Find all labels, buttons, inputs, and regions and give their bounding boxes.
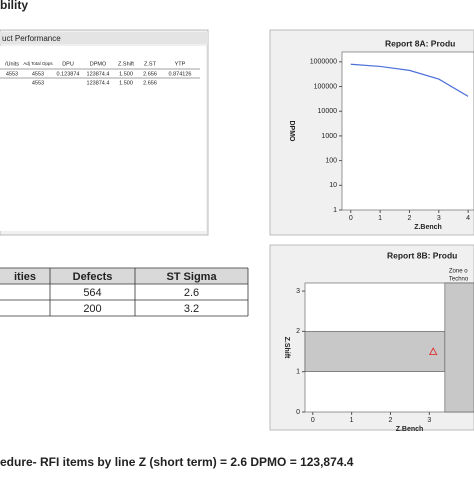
x-tick-label: 1 bbox=[350, 417, 354, 424]
y-tick-label: 2 bbox=[296, 328, 300, 335]
y-axis-label: Z.Shift bbox=[283, 337, 290, 359]
y-tick-label: 1 bbox=[296, 369, 300, 376]
band bbox=[304, 331, 446, 372]
column-header: Defects bbox=[73, 271, 113, 283]
y-tick-label: 1000000 bbox=[310, 59, 337, 66]
chart-title: Report 8A: Produ bbox=[385, 38, 455, 48]
x-tick-label: 1 bbox=[378, 215, 382, 222]
cell: 4553 bbox=[32, 80, 44, 86]
y-tick-label: 100000 bbox=[314, 83, 337, 90]
column-header: DPU bbox=[62, 61, 74, 67]
cell: 564 bbox=[83, 287, 101, 299]
y-tick-label: 1 bbox=[333, 207, 337, 214]
cell: 0.874126 bbox=[169, 71, 192, 77]
cell: 3.2 bbox=[184, 303, 199, 315]
cell: 2.6 bbox=[184, 287, 199, 299]
heading: bility bbox=[0, 0, 28, 12]
y-tick-label: 100 bbox=[325, 157, 337, 164]
column-header: YTP bbox=[175, 61, 186, 67]
y-tick-label: 10000 bbox=[318, 108, 338, 115]
y-axis-label: DPMO bbox=[288, 121, 295, 143]
summary-header-bg bbox=[0, 268, 248, 284]
cell: 200 bbox=[83, 303, 101, 315]
zone-label: Zone o bbox=[449, 269, 468, 275]
cell: 2.656 bbox=[143, 80, 157, 86]
zone bbox=[444, 282, 474, 413]
zone-label: Techno bbox=[449, 277, 469, 283]
column-header: /Units bbox=[5, 61, 19, 67]
y-tick-label: 1000 bbox=[321, 133, 337, 140]
chart-title: Report 8B: Produ bbox=[387, 250, 457, 260]
column-header: Z.ST bbox=[144, 61, 157, 67]
performance-body bbox=[0, 46, 206, 231]
column-header: DPMO bbox=[90, 61, 107, 67]
cell: 1.500 bbox=[119, 71, 133, 77]
x-tick-label: 3 bbox=[437, 215, 441, 222]
cell: 1.500 bbox=[119, 80, 133, 86]
column-header: ST Sigma bbox=[166, 271, 217, 283]
y-tick-label: 0 bbox=[296, 409, 300, 416]
plot-area bbox=[341, 51, 474, 211]
column-header: ities bbox=[14, 271, 36, 283]
line bbox=[350, 63, 469, 97]
column-header: Adj Total Opps bbox=[23, 61, 53, 66]
cell: 0.123874 bbox=[57, 71, 80, 77]
x-tick-label: 2 bbox=[389, 417, 393, 424]
x-tick-label: 0 bbox=[311, 417, 315, 424]
cell: 123874.4 bbox=[87, 71, 110, 77]
cell: 4553 bbox=[6, 71, 18, 77]
y-tick-label: 10 bbox=[329, 182, 337, 189]
y-tick-label: 3 bbox=[296, 288, 300, 295]
caption: edure- RFI items by line Z (short term) … bbox=[0, 455, 354, 469]
x-tick-label: 4 bbox=[466, 215, 470, 222]
column-header: Z.Shift bbox=[118, 61, 134, 67]
performance-header bbox=[0, 32, 208, 44]
x-tick-label: 3 bbox=[427, 417, 431, 424]
cell: 123874.4 bbox=[87, 80, 110, 86]
x-tick-label: 0 bbox=[349, 215, 353, 222]
cell: 4553 bbox=[32, 71, 44, 77]
performance-title: uct Performance bbox=[2, 34, 61, 43]
x-axis-label: Z.Bench bbox=[396, 426, 424, 433]
x-axis-label: Z.Bench bbox=[414, 224, 442, 231]
point bbox=[428, 347, 438, 355]
cell: 2.656 bbox=[143, 71, 157, 77]
x-tick-label: 2 bbox=[408, 215, 412, 222]
